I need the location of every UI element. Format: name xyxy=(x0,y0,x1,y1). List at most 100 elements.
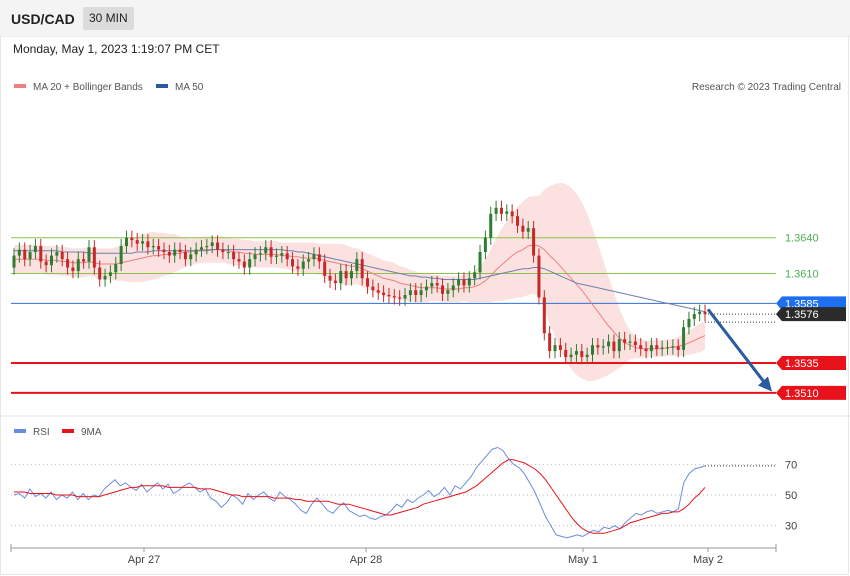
candle-body xyxy=(108,272,112,276)
candle-body xyxy=(633,341,637,346)
candle-body xyxy=(49,255,53,266)
candle-body xyxy=(494,207,498,214)
candle-body xyxy=(392,296,396,298)
candle-body xyxy=(173,249,177,256)
candle-body xyxy=(510,211,514,217)
candle-body xyxy=(387,294,391,297)
legend-9ma-label: 9MA xyxy=(81,427,102,438)
support-label: 1.3510 xyxy=(785,388,819,400)
candle-body xyxy=(269,247,273,257)
candle-body xyxy=(569,354,573,358)
candle-body xyxy=(564,349,568,358)
rsi-indicator: 70 50 30 xyxy=(11,446,797,539)
candle-body xyxy=(489,213,493,238)
x-tick-label: May 1 xyxy=(568,554,598,566)
candle-body xyxy=(537,255,541,298)
support-tag xyxy=(776,385,846,400)
candle-body xyxy=(317,254,321,262)
candle-body xyxy=(521,225,525,232)
candle-body xyxy=(146,241,150,248)
candle-body xyxy=(628,341,632,343)
chart-datetime: Monday, May 1, 2023 1:19:07 PM CET xyxy=(13,42,220,56)
candle-body xyxy=(505,211,509,214)
x-tick-label: Apr 28 xyxy=(350,554,382,566)
candle-body xyxy=(660,347,664,349)
candle-body xyxy=(687,318,691,328)
candle-body xyxy=(216,242,220,250)
candle-body xyxy=(221,249,225,253)
candle-body xyxy=(467,278,471,286)
candlesticks xyxy=(12,200,707,365)
candle-body xyxy=(226,252,230,254)
candle-body xyxy=(601,346,605,348)
candle-body xyxy=(548,333,552,352)
candle-body xyxy=(408,290,412,295)
candle-body xyxy=(17,249,21,256)
candle-body xyxy=(349,271,353,279)
candle-body xyxy=(430,283,434,287)
candle-body xyxy=(183,252,187,260)
forecast-arrow-shaft xyxy=(706,308,768,386)
candle-body xyxy=(167,252,171,256)
resistance-label: 1.3610 xyxy=(785,269,819,281)
candle-body xyxy=(178,249,182,253)
resistance-label: 1.3640 xyxy=(785,233,819,245)
candle-body xyxy=(248,259,252,268)
instrument-symbol: USD/CAD xyxy=(11,11,75,27)
candle-body xyxy=(199,247,203,250)
candle-body xyxy=(237,259,241,262)
candle-body xyxy=(44,261,48,266)
candle-body xyxy=(28,252,32,260)
candle-body xyxy=(424,286,428,291)
candle-body xyxy=(676,346,680,350)
candle-body xyxy=(280,253,284,256)
candle-body xyxy=(87,247,91,262)
ma50-line xyxy=(14,249,706,313)
candle-body xyxy=(398,297,402,299)
rsi-tick-label: 30 xyxy=(785,521,797,533)
candle-body xyxy=(607,341,611,347)
forecast-arrow-head xyxy=(758,376,772,392)
header-bar: USD/CAD 30 MIN xyxy=(0,0,850,37)
candle-body xyxy=(698,311,702,315)
pivot-tag xyxy=(776,296,846,311)
last-price-label: 1.3576 xyxy=(785,309,819,321)
x-tick-label: Apr 27 xyxy=(128,554,160,566)
legend-ma20-label: MA 20 + Bollinger Bands xyxy=(33,82,143,93)
candle-body xyxy=(553,345,557,352)
candle-body xyxy=(119,246,123,264)
last-price-tag xyxy=(776,307,846,322)
candle-body xyxy=(403,294,407,299)
candle-body xyxy=(103,275,107,280)
support-tag xyxy=(776,356,846,371)
candle-body xyxy=(141,241,145,244)
rsi-tick-label: 50 xyxy=(785,490,797,502)
candle-body xyxy=(441,285,445,294)
candle-body xyxy=(623,339,627,343)
candle-body xyxy=(462,279,466,286)
candle-body xyxy=(376,290,380,293)
bollinger-band-fill xyxy=(14,182,705,381)
candle-body xyxy=(558,345,562,350)
candle-body xyxy=(71,267,75,272)
candle-body xyxy=(473,272,477,279)
candle-body xyxy=(617,339,621,352)
support-label: 1.3535 xyxy=(785,358,819,370)
candle-body xyxy=(366,278,370,287)
candle-body xyxy=(210,242,214,247)
time-axis: Apr 27 Apr 28 May 1 May 2 xyxy=(10,544,777,566)
candle-body xyxy=(151,246,155,248)
x-tick-label: May 2 xyxy=(693,554,723,566)
candle-body xyxy=(478,252,482,273)
candle-body xyxy=(419,290,423,295)
copyright-text: Research © 2023 Trading Central xyxy=(692,82,841,93)
legend-ma50-label: MA 50 xyxy=(175,82,204,93)
candle-body xyxy=(189,254,193,260)
price-levels xyxy=(11,237,776,394)
candle-body xyxy=(446,290,450,294)
timeframe-button[interactable]: 30 MIN xyxy=(83,7,134,30)
candle-body xyxy=(60,252,64,260)
candle-body xyxy=(585,354,589,358)
